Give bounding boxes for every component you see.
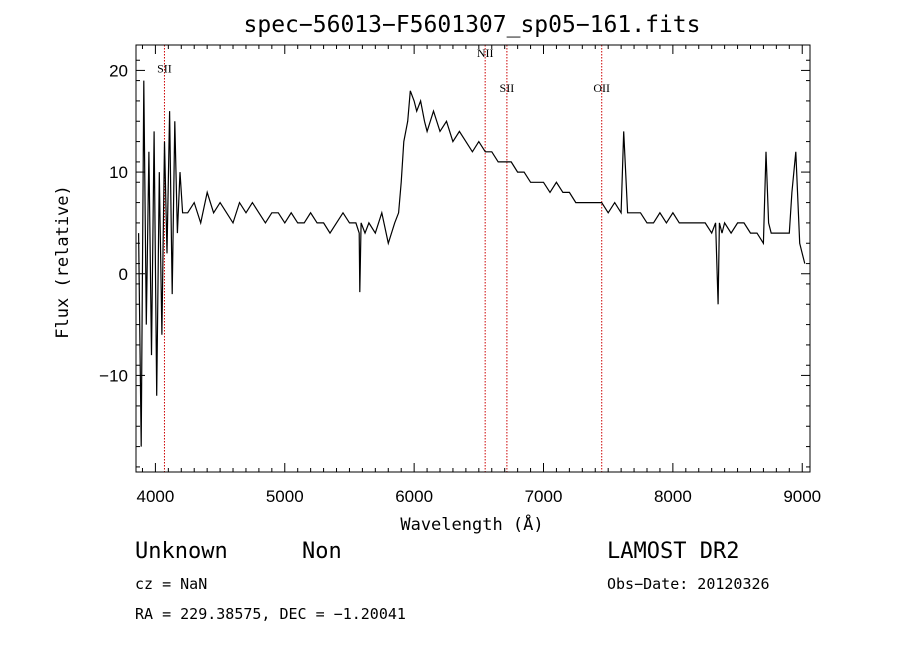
- object-class: Unknown: [135, 539, 228, 564]
- y-tick-label: 20: [109, 61, 128, 80]
- coordinates: RA = 229.38575, DEC = −1.20041: [135, 605, 406, 623]
- x-tick-labels: 4000 5000 6000 7000 8000 9000: [136, 487, 821, 506]
- y-axis-label: Flux (relative): [53, 185, 73, 339]
- x-tick-label: 9000: [783, 487, 821, 506]
- x-tick-label: 6000: [395, 487, 433, 506]
- emission-line-label: SII: [157, 61, 172, 75]
- x-tick-label: 4000: [136, 487, 174, 506]
- chart-title: spec−56013−F5601307_sp05−161.fits: [244, 12, 701, 38]
- emission-line-label: SII: [500, 81, 515, 95]
- y-tick-label: 0: [119, 265, 128, 284]
- survey-name: LAMOST DR2: [607, 539, 739, 564]
- axis-ticks: [136, 45, 810, 472]
- emission-line-label: NII: [477, 46, 494, 60]
- observation-date: Obs−Date: 20120326: [607, 575, 770, 593]
- x-axis-label: Wavelength (Å): [400, 513, 543, 535]
- spectrum-line: [138, 80, 806, 447]
- y-tick-labels: −10 0 10 20: [99, 61, 128, 385]
- x-tick-label: 8000: [654, 487, 692, 506]
- y-tick-label: 10: [109, 163, 128, 182]
- x-tick-label: 7000: [525, 487, 563, 506]
- x-tick-label: 5000: [266, 487, 304, 506]
- emission-line-markers: SII NII SII OII: [157, 45, 610, 472]
- redshift-cz: cz = NaN: [135, 575, 207, 593]
- emission-line-label: OII: [593, 81, 610, 95]
- plot-frame: [135, 44, 811, 473]
- y-tick-label: −10: [99, 366, 128, 385]
- object-subclass: Non: [302, 539, 342, 564]
